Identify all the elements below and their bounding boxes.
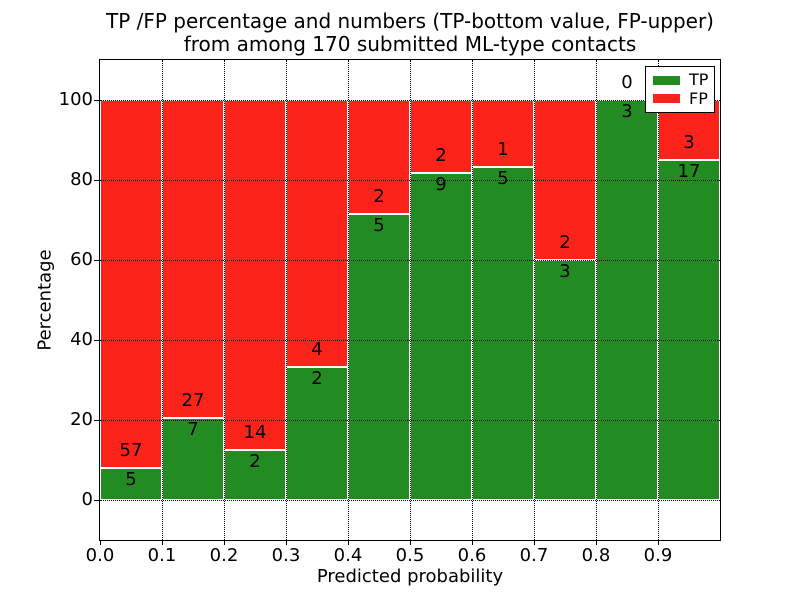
bar-label-fp: 27 [181, 389, 205, 411]
y-tick-label: 20 [70, 409, 93, 430]
x-axis-label: Predicted probability [316, 566, 504, 587]
bar-segment-tp [348, 214, 410, 500]
gridline-horizontal [100, 420, 720, 421]
bar-label-tp: 7 [187, 418, 199, 440]
bar-segment-tp [286, 366, 348, 500]
bar-segment-tp [658, 160, 720, 500]
y-tick-label: 80 [70, 169, 93, 190]
x-tick-label: 0.0 [85, 545, 115, 566]
legend-entry-fp: FP [653, 88, 708, 108]
x-tick-mark [348, 541, 349, 545]
bar-segment-tp [596, 100, 658, 500]
bar-segment-fp [286, 100, 348, 367]
bar-label-fp: 0 [621, 72, 633, 93]
bar-segment-fp [224, 100, 286, 450]
chart-title: TP /FP percentage and numbers (TP-bottom… [106, 10, 714, 56]
x-tick-label: 0.2 [209, 545, 239, 566]
chart-title-line2: from among 170 submitted ML-type contact… [183, 32, 637, 56]
y-tick-label: 0 [81, 489, 93, 510]
x-tick-label: 0.1 [147, 545, 177, 566]
legend: TP FP [645, 66, 715, 113]
x-tick-mark [410, 541, 411, 545]
gridline-vertical [472, 60, 473, 540]
fp-swatch-icon [653, 94, 680, 104]
x-tick-mark [162, 541, 163, 545]
bar-label-fp: 14 [243, 422, 267, 443]
gridline-vertical [224, 60, 225, 540]
x-tick-mark [224, 541, 225, 545]
y-tick-mark [94, 500, 99, 501]
x-tick-label: 0.5 [395, 545, 425, 566]
gridline-horizontal [100, 340, 720, 341]
y-tick-mark [94, 100, 99, 101]
y-tick-mark [94, 260, 99, 261]
bar-segment-tp [410, 172, 472, 500]
gridline-horizontal [100, 180, 720, 181]
bar-segment-tp [100, 467, 162, 500]
y-tick-mark [94, 340, 99, 341]
gridline-vertical [286, 60, 287, 540]
legend-label-fp: FP [689, 88, 708, 108]
bar-label-tp: 3 [621, 101, 633, 122]
bar-label-fp: 3 [683, 132, 695, 153]
plot-area: TP FP 57 5 27 7 14 2 4 2 2 5 2 9 1 5 2 3 0 3 3 17 [99, 59, 721, 541]
y-tick-mark [94, 180, 99, 181]
gridline-vertical [596, 60, 597, 540]
legend-entry-tp: TP [653, 70, 709, 90]
bar-segment-tp [472, 166, 534, 500]
y-tick-mark [94, 420, 99, 421]
x-tick-mark [534, 541, 535, 545]
gridline-horizontal [100, 100, 720, 101]
bar-label-fp: 2 [373, 186, 385, 208]
x-tick-label: 0.3 [271, 545, 301, 566]
y-tick-label: 40 [70, 329, 93, 350]
tp-swatch-icon [653, 75, 680, 85]
x-tick-label: 0.4 [333, 545, 363, 566]
x-tick-mark [596, 541, 597, 545]
bar-label-tp: 9 [435, 173, 447, 195]
bar-label-fp: 4 [311, 338, 323, 360]
x-tick-mark [286, 541, 287, 545]
bar-label-tp: 3 [559, 261, 571, 282]
gridline-vertical [658, 60, 659, 540]
bar-label-fp: 2 [559, 232, 571, 253]
x-tick-mark [472, 541, 473, 545]
gridline-vertical [162, 60, 163, 540]
bar-label-tp: 2 [249, 451, 261, 472]
x-tick-mark [658, 541, 659, 545]
gridline-vertical [410, 60, 411, 540]
gridline-horizontal [100, 260, 720, 261]
x-tick-mark [100, 541, 101, 545]
gridline-horizontal [100, 500, 720, 501]
bar-label-fp: 1 [497, 138, 509, 160]
bar-label-tp: 17 [677, 161, 701, 182]
x-tick-label: 0.6 [457, 545, 487, 566]
gridline-vertical [348, 60, 349, 540]
bar-label-fp: 2 [435, 144, 447, 166]
bar-segment-tp [162, 417, 224, 500]
bar-label-tp: 2 [311, 367, 323, 389]
y-tick-label: 100 [58, 89, 93, 110]
y-tick-label: 60 [70, 249, 93, 270]
bar-label-tp: 5 [373, 215, 385, 237]
bar-label-tp: 5 [497, 167, 509, 189]
bar-segment-fp [100, 100, 162, 468]
bar-label-tp: 5 [125, 468, 137, 490]
legend-label-tp: TP [689, 70, 709, 90]
x-tick-label: 0.7 [519, 545, 549, 566]
bar-segment-tp [534, 260, 596, 500]
chart-title-line1: TP /FP percentage and numbers (TP-bottom… [106, 9, 714, 33]
x-tick-label: 0.9 [643, 545, 673, 566]
x-tick-label: 0.8 [581, 545, 611, 566]
bar-label-fp: 57 [119, 439, 143, 461]
gridline-vertical [534, 60, 535, 540]
bar-segment-fp [162, 100, 224, 418]
